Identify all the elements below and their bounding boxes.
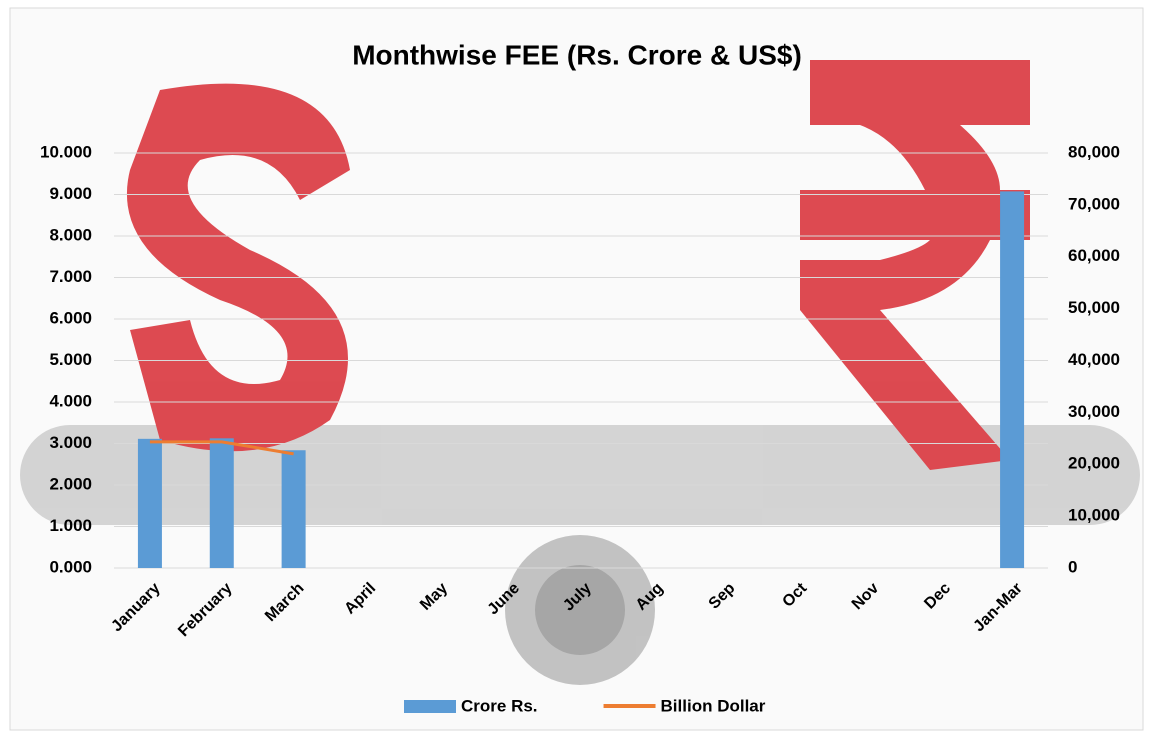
bar bbox=[138, 439, 162, 568]
y-tick-label: 1.000 bbox=[49, 516, 92, 535]
legend-swatch bbox=[404, 700, 456, 713]
y2-tick-label: 60,000 bbox=[1068, 246, 1120, 265]
y-tick-label: 8.000 bbox=[49, 225, 92, 244]
y2-tick-label: 40,000 bbox=[1068, 350, 1120, 369]
y-tick-label: 10.000 bbox=[40, 142, 92, 161]
bar bbox=[1000, 191, 1024, 568]
chart: Monthwise FEE (Rs. Crore & US$) 0.000 1.0… bbox=[0, 0, 1153, 740]
y-tick-label: 9.000 bbox=[49, 184, 92, 203]
y-tick-label: 3.000 bbox=[49, 433, 92, 452]
fulcrum-hole bbox=[535, 565, 625, 655]
y2-tick-label: 80,000 bbox=[1068, 142, 1120, 161]
y-tick-label: 0.000 bbox=[49, 557, 92, 576]
y2-tick-label: 10,000 bbox=[1068, 506, 1120, 525]
y-tick-label: 2.000 bbox=[49, 474, 92, 493]
y2-tick-label: 30,000 bbox=[1068, 402, 1120, 421]
legend-label: Billion Dollar bbox=[661, 696, 766, 715]
y-tick-label: 7.000 bbox=[49, 267, 92, 286]
legend-label: Crore Rs. bbox=[461, 696, 538, 715]
y2-tick-label: 20,000 bbox=[1068, 454, 1120, 473]
y2-tick-label: 50,000 bbox=[1068, 298, 1120, 317]
y-tick-label: 4.000 bbox=[49, 391, 92, 410]
bar bbox=[210, 438, 234, 568]
y-tick-label: 6.000 bbox=[49, 308, 92, 327]
chart-title: Monthwise FEE (Rs. Crore & US$) bbox=[352, 39, 802, 70]
y2-tick-label: 70,000 bbox=[1068, 194, 1120, 213]
y2-tick-label: 0 bbox=[1068, 557, 1077, 576]
bar bbox=[282, 450, 306, 568]
y-tick-label: 5.000 bbox=[49, 350, 92, 369]
